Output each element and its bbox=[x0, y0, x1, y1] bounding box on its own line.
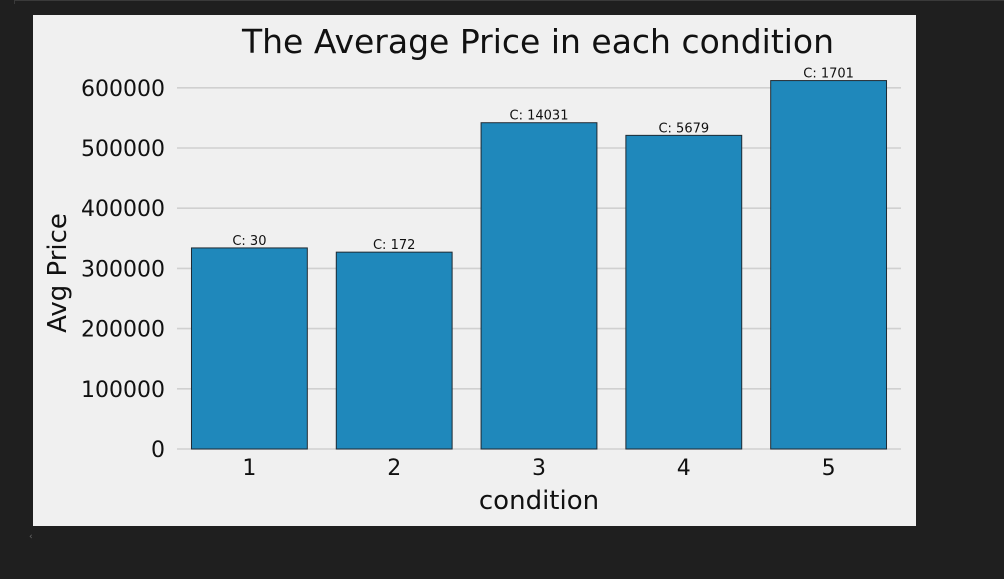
y-tick-label: 0 bbox=[151, 438, 165, 463]
y-tick-labels: 0 100000 200000 300000 400000 500000 600000 bbox=[81, 77, 165, 463]
bar-layer bbox=[190, 80, 888, 450]
x-tick-label: 4 bbox=[677, 456, 691, 481]
bar-count-label: C: 14031 bbox=[510, 109, 569, 124]
bar-count-label: C: 1701 bbox=[803, 67, 854, 82]
chart-title: The Average Price in each condition bbox=[241, 22, 834, 61]
y-tick-label: 400000 bbox=[81, 197, 165, 222]
bar-count-label: C: 172 bbox=[373, 238, 415, 253]
y-tick-label: 300000 bbox=[81, 257, 165, 282]
y-axis-label: Avg Price bbox=[43, 213, 73, 333]
bar bbox=[480, 122, 598, 450]
cell-border bbox=[14, 0, 1004, 4]
x-tick-label: 2 bbox=[387, 456, 401, 481]
y-tick-label: 500000 bbox=[81, 137, 165, 162]
x-tick-labels: 1 2 3 4 5 bbox=[242, 456, 835, 481]
label-layer: C: 30 C: 172 C: 14031 C: 5679 C: 1701 bbox=[232, 67, 854, 254]
x-tick-label: 3 bbox=[532, 456, 546, 481]
bar-count-label: C: 5679 bbox=[658, 121, 709, 136]
x-tick-label: 5 bbox=[822, 456, 836, 481]
scroll-left-icon[interactable]: ‹ bbox=[29, 532, 33, 542]
bar bbox=[625, 134, 743, 450]
bar bbox=[335, 251, 453, 450]
x-axis-label: condition bbox=[479, 486, 599, 516]
x-tick-label: 1 bbox=[242, 456, 256, 481]
bar-chart: C: 30 C: 172 C: 14031 C: 5679 C: 1701 0 10000… bbox=[43, 22, 901, 516]
y-tick-label: 100000 bbox=[81, 378, 165, 403]
output-cell: C: 30 C: 172 C: 14031 C: 5679 C: 1701 0 10000… bbox=[33, 15, 916, 526]
y-tick-label: 200000 bbox=[81, 318, 165, 343]
bar bbox=[190, 247, 308, 450]
bar-count-label: C: 30 bbox=[232, 234, 266, 249]
y-tick-label: 600000 bbox=[81, 77, 165, 102]
bar bbox=[770, 80, 888, 450]
